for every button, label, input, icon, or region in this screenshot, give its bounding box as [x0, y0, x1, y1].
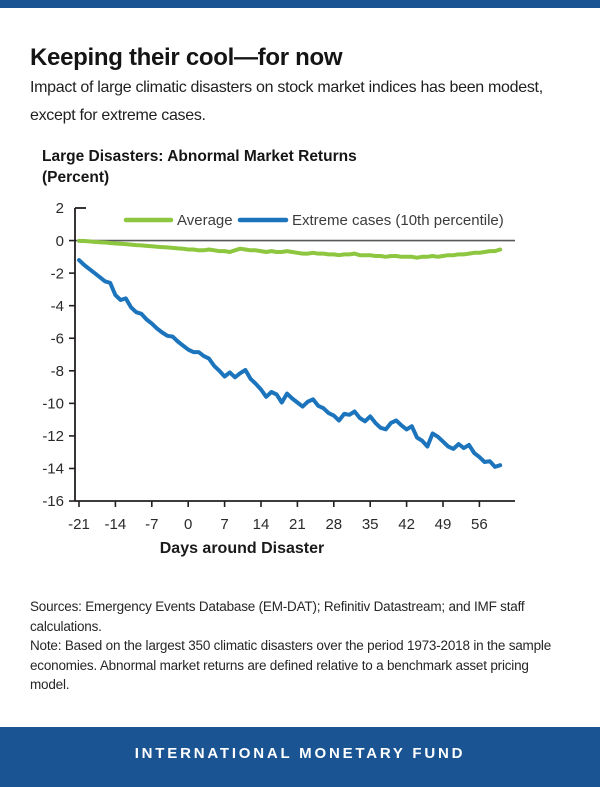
page-subtitle: Impact of large climatic disasters on st…: [30, 79, 543, 124]
sources-text: Sources: Emergency Events Database (EM-D…: [30, 599, 525, 634]
y-tick-label: -14: [42, 461, 64, 478]
x-tick-label: 0: [184, 516, 192, 533]
y-tick-label: 2: [56, 200, 64, 217]
x-tick-label: 14: [253, 516, 270, 533]
series-line-average: [77, 238, 503, 260]
x-tick-label: 28: [325, 516, 342, 533]
series-line-extreme: [77, 258, 503, 469]
chart-title-block: Large Disasters: Abnormal Market Returns…: [42, 146, 357, 188]
note-text: Note: Based on the largest 350 climatic …: [30, 638, 552, 692]
y-tick-label: -8: [51, 363, 64, 380]
x-tick-label: 21: [289, 516, 306, 533]
x-tick-label: 56: [471, 516, 488, 533]
source-notes: Sources: Emergency Events Database (EM-D…: [30, 597, 551, 695]
legend-label-extreme: Extreme cases (10th percentile): [292, 212, 504, 229]
y-tick-label: -4: [51, 298, 64, 315]
y-tick-label: -2: [51, 265, 64, 282]
x-tick-label: -14: [105, 516, 127, 533]
chart-title: Large Disasters: Abnormal Market Returns: [42, 148, 357, 165]
y-tick-label: -12: [42, 428, 64, 445]
x-tick-label: 35: [362, 516, 379, 533]
footer-label: INTERNATIONAL MONETARY FUND: [134, 744, 466, 762]
chart-unit: (Percent): [42, 169, 110, 186]
y-tick-label: -6: [51, 330, 64, 347]
x-tick-label: -7: [145, 516, 158, 533]
y-tick-label: -10: [42, 396, 64, 413]
top-accent-bar: [0, 0, 600, 8]
footer-bar: INTERNATIONAL MONETARY FUND: [0, 727, 600, 787]
page-title: Keeping their cool—for now: [30, 44, 343, 72]
y-tick-label: -16: [42, 493, 64, 510]
x-tick-label: 7: [220, 516, 228, 533]
x-axis-title: Days around Disaster: [160, 540, 325, 557]
y-tick-label: 0: [56, 233, 64, 250]
x-tick-label: 49: [435, 516, 452, 533]
line-chart: 2 0 -2 -4 -6 -8 -10 -12 -14 -16-21 -14 -7 0 7 14 21 28 35…: [42, 200, 515, 557]
x-tick-label: -21: [68, 516, 90, 533]
x-tick-label: 42: [398, 516, 415, 533]
legend-label-average: Average: [177, 212, 233, 229]
